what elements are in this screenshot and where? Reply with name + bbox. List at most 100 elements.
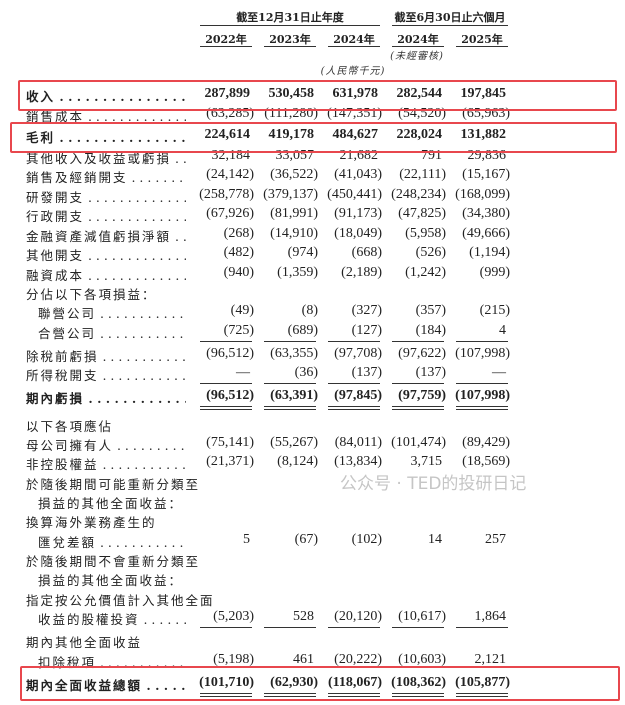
cell-value: (84,011) (334, 435, 382, 450)
cell-value: (526) (415, 245, 446, 260)
table-row: 除稅前虧損 (96,512) (63,355) (97,708) (97,622) (10… (0, 346, 625, 365)
row-label: 其他收入及收益或虧損 (26, 148, 186, 167)
table-row: 融資成本 (940) (1,359) (2,189) (1,242) (999) (0, 265, 625, 284)
table-row: 期內全面收益總額 (101,710) (62,930) (118,067) (108,3… (0, 675, 625, 694)
cell-value: (137) (415, 365, 446, 380)
cell-value: — (236, 365, 250, 380)
year-header: 2025年 (461, 33, 503, 46)
row-label: 聯營公司 (38, 303, 186, 322)
row-label: 收入 (26, 86, 186, 105)
cell-value: (91,173) (334, 206, 382, 221)
cell-value: 131,882 (460, 127, 507, 142)
row-label: 於隨後期間不會重新分類至 (26, 554, 201, 569)
highlight-box-revenue (18, 80, 617, 111)
row-label: 其他開支 (26, 245, 186, 264)
cell-value: (268) (223, 226, 254, 241)
cell-value: (20,222) (334, 652, 382, 667)
total-underline (456, 696, 508, 697)
row-label: 毛利 (26, 127, 186, 146)
cell-value: (36,522) (270, 167, 318, 182)
cell-value: (63,391) (270, 388, 318, 403)
table-row: 合營公司 (725) (689) (127) (184) 4 (0, 323, 625, 342)
cell-value: (105,877) (455, 675, 510, 690)
cell-value: (62,930) (270, 675, 318, 690)
cell-value: (10,603) (398, 652, 446, 667)
row-label: 損益的其他全面收益： (38, 573, 184, 588)
row-label: 指定按公允價值計入其他全面 (26, 593, 215, 608)
total-underline (264, 409, 316, 410)
cell-value: (18,049) (334, 226, 382, 241)
total-underline (200, 409, 252, 410)
total-underline (200, 406, 252, 407)
total-underline (328, 383, 380, 384)
cell-value: — (492, 365, 506, 380)
cell-value: 528 (293, 609, 314, 624)
cell-value: 282,544 (396, 86, 443, 101)
cell-value: (101,710) (199, 675, 254, 690)
year-underline (392, 46, 444, 47)
cell-value: 2,121 (474, 652, 507, 667)
cell-value: (21,371) (206, 454, 254, 469)
table-row: 損益的其他全面收益： (0, 493, 625, 512)
cell-value: (34,380) (462, 206, 510, 221)
row-label: 匯兌差額 (38, 532, 186, 551)
cell-value: 484,627 (332, 127, 379, 142)
total-underline (328, 341, 380, 342)
year-underline (456, 46, 508, 47)
cell-value: (102) (351, 532, 382, 547)
cell-value: (2,189) (341, 265, 382, 280)
total-underline (264, 693, 316, 694)
cell-value: (8) (301, 303, 318, 318)
cell-value: (49,666) (462, 226, 510, 241)
total-underline (200, 627, 252, 628)
total-underline (392, 409, 444, 410)
cell-value: (450,441) (327, 187, 382, 202)
cell-value: (184) (415, 323, 446, 338)
cell-value: (327) (351, 303, 382, 318)
cell-value: 197,845 (460, 86, 507, 101)
row-label: 以下各項應佔 (26, 419, 114, 434)
cell-value: (13,834) (334, 454, 382, 469)
cell-value: (107,998) (455, 388, 510, 403)
total-underline (392, 383, 444, 384)
table-row: 以下各項應佔 (0, 416, 625, 435)
cell-value: 461 (293, 652, 314, 667)
row-label: 分佔以下各項損益： (26, 287, 157, 302)
table-row: 期內其他全面收益 (0, 632, 625, 651)
row-label: 換算海外業務產生的 (26, 515, 157, 530)
total-underline (200, 693, 252, 694)
cell-value: (75,141) (206, 435, 254, 450)
year-underline (328, 46, 380, 47)
table-row: 於隨後期間可能重新分類至 (0, 474, 625, 493)
cell-value: (81,991) (270, 206, 318, 221)
cell-value: (1,194) (469, 245, 510, 260)
year-underline (200, 46, 252, 47)
cell-value: 224,614 (204, 127, 251, 142)
total-underline (200, 383, 252, 384)
cell-value: (215) (479, 303, 510, 318)
cell-value: 5 (243, 532, 250, 547)
row-label: 融資成本 (26, 265, 186, 284)
total-underline (456, 627, 508, 628)
total-underline (264, 696, 316, 697)
cell-value: 1,864 (474, 609, 507, 624)
table-row: 所得稅開支 — (36) (137) (137) — (0, 365, 625, 384)
cell-value: (357) (415, 303, 446, 318)
total-underline (456, 341, 508, 342)
cell-value: (118,067) (327, 675, 382, 690)
row-label: 收益的股權投資 (38, 609, 186, 628)
row-label: 銷售及經銷開支 (26, 167, 186, 186)
cell-value: (97,708) (334, 346, 382, 361)
cell-value: 631,978 (332, 86, 379, 101)
table-row: 非控股權益 (21,371) (8,124) (13,834) 3,715 (18,569… (0, 454, 625, 473)
watermark: 公众号 · TED的投研日记 (340, 474, 527, 494)
cell-value: (5,198) (213, 652, 254, 667)
row-label: 銷售成本 (26, 106, 186, 125)
table-row: 銷售及經銷開支 (24,142) (36,522) (41,043) (22,111) (… (0, 167, 625, 186)
cell-value: (974) (287, 245, 318, 260)
cell-value: (258,778) (199, 187, 254, 202)
year-underline (264, 46, 316, 47)
table-row: 研發開支 (258,778) (379,137) (450,441) (248,234)… (0, 187, 625, 206)
cell-value: (14,910) (270, 226, 318, 241)
year-header: 2023年 (269, 33, 311, 46)
